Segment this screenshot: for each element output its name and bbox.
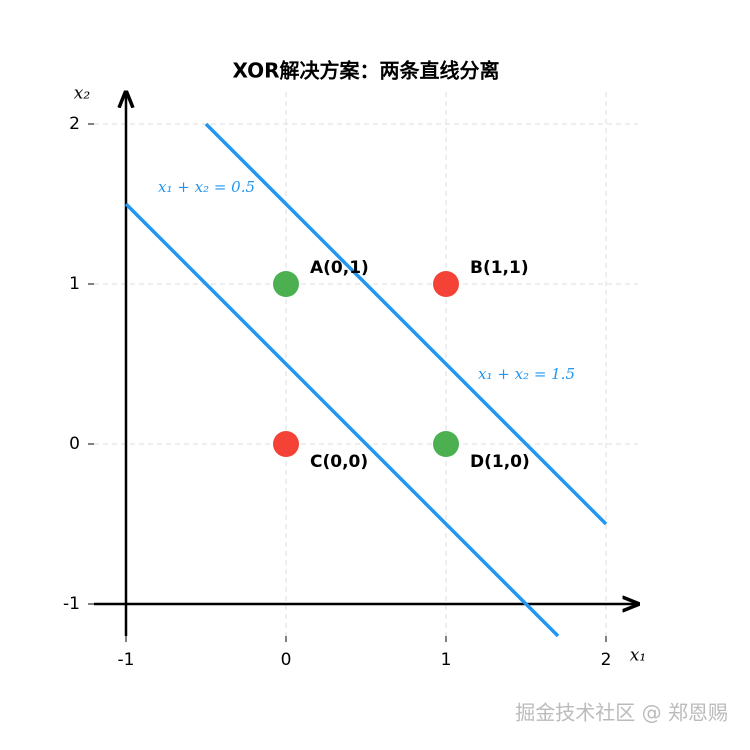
point-label: A(0,1) bbox=[310, 258, 369, 278]
x-tick-label: -1 bbox=[118, 650, 135, 670]
y-tick-label: -1 bbox=[63, 594, 80, 614]
line-label: x₁ + x₂ = 0.5 bbox=[158, 178, 255, 196]
point bbox=[273, 271, 299, 297]
line-label: x₁ + x₂ = 1.5 bbox=[478, 365, 575, 383]
point bbox=[433, 271, 459, 297]
y-tick-label: 1 bbox=[69, 274, 80, 294]
x-tick-label: 1 bbox=[441, 650, 452, 670]
point bbox=[433, 431, 459, 457]
y-tick-label: 2 bbox=[69, 114, 80, 134]
separating-line bbox=[204, 122, 608, 526]
x-axis-label: x₁ bbox=[630, 646, 646, 666]
point bbox=[273, 431, 299, 457]
point-label: B(1,1) bbox=[470, 258, 529, 278]
watermark: 掘金技术社区 @ 郑恩赐 bbox=[515, 701, 728, 725]
chart-title: XOR解决方案：两条直线分离 bbox=[232, 59, 499, 83]
point-label: C(0,0) bbox=[310, 452, 368, 472]
y-tick-label: 0 bbox=[69, 434, 80, 454]
point-label: D(1,0) bbox=[470, 452, 530, 472]
y-axis-label: x₂ bbox=[74, 84, 91, 104]
separating-line bbox=[124, 202, 560, 638]
x-tick-label: 2 bbox=[601, 650, 612, 670]
x-tick-label: 0 bbox=[281, 650, 292, 670]
